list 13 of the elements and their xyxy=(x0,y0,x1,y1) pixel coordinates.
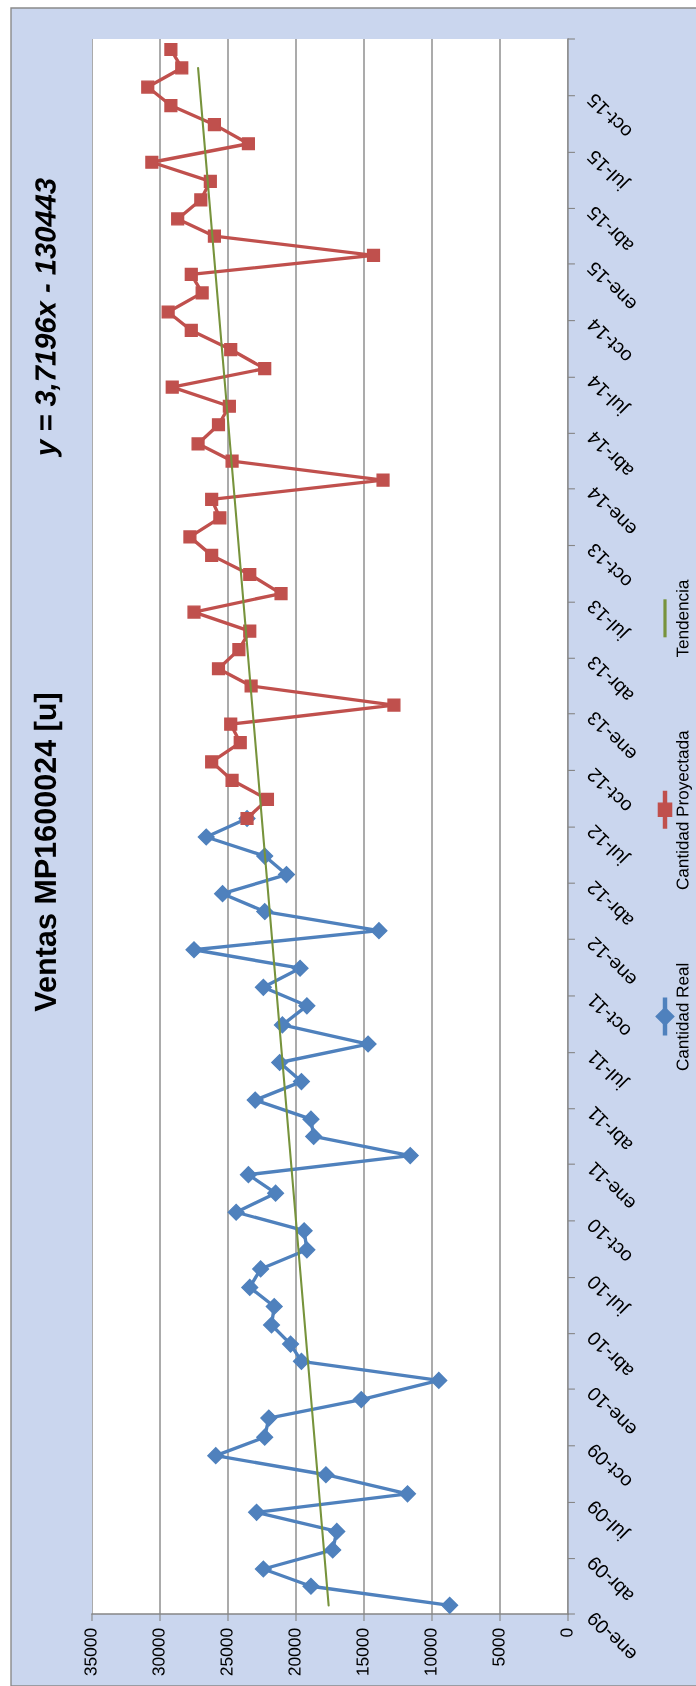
text: y = 3,7196x - 130443 xyxy=(35,178,62,458)
x-tick-label: 20000 xyxy=(288,1628,301,1676)
x-tick-label: 25000 xyxy=(220,1628,233,1676)
x-tick-label: 5000 xyxy=(492,1628,505,1666)
legend-label: Cantidad Proyectada xyxy=(676,730,692,890)
x-tick-label: 15000 xyxy=(356,1628,369,1675)
text: Ventas MP1600024 [u] xyxy=(33,694,63,1012)
x-tick-label: 10000 xyxy=(424,1628,437,1675)
x-tick-label: 30000 xyxy=(152,1628,165,1676)
x-tick-label: 0 xyxy=(560,1628,573,1637)
legend-label: Cantidad Real xyxy=(676,963,689,1071)
x-tick-label: 35000 xyxy=(84,1628,97,1676)
legend-label: Tendencia xyxy=(676,579,689,658)
